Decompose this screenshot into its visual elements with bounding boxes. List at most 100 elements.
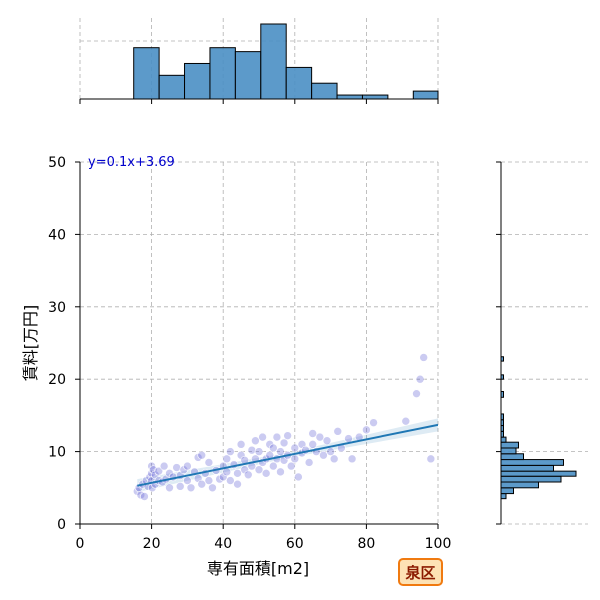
y-marginal-histogram xyxy=(496,161,588,525)
y-histogram-bar xyxy=(500,459,564,466)
scatter-point xyxy=(419,353,428,362)
scatter-point xyxy=(233,479,242,489)
scatter-point xyxy=(165,469,174,478)
scatter-point xyxy=(186,483,196,493)
x-tick-label: 40 xyxy=(214,536,232,552)
scatter-point xyxy=(415,374,425,384)
x-histogram-bar xyxy=(209,47,236,100)
scatter-point xyxy=(286,461,296,471)
scatter-point xyxy=(140,492,149,501)
x-tick-label: 100 xyxy=(425,536,452,552)
scatter-point xyxy=(172,463,181,472)
scatter-point xyxy=(204,476,214,485)
y-histogram-bar xyxy=(500,453,524,461)
scatter-point xyxy=(254,465,264,475)
scatter-point xyxy=(347,454,357,464)
scatter-point xyxy=(179,465,189,475)
scatter-point xyxy=(283,431,292,440)
y-tick-label: 40 xyxy=(48,227,66,243)
y-histogram-bar xyxy=(500,470,577,477)
scatter-point xyxy=(315,432,325,442)
scatter-point xyxy=(154,466,164,476)
scatter-point xyxy=(369,418,378,427)
x-histogram-bar xyxy=(133,47,160,100)
scatter-point xyxy=(218,472,228,482)
scatter-point xyxy=(197,450,207,460)
scatter-point xyxy=(261,469,271,478)
scatter-point xyxy=(197,479,207,489)
scatter-point xyxy=(276,467,285,477)
scatter-point xyxy=(240,465,249,475)
scatter-point xyxy=(426,454,436,464)
x-tick-label: 60 xyxy=(286,536,304,552)
scatter-point xyxy=(412,389,421,398)
scatter-point xyxy=(233,469,242,478)
scatter-point xyxy=(319,450,328,460)
scatter-point xyxy=(236,440,246,449)
x-histogram-bar xyxy=(234,51,262,100)
y-histogram-bar xyxy=(500,475,562,483)
scatter-point xyxy=(308,440,318,449)
scatter-point xyxy=(344,434,353,443)
scatter-point xyxy=(258,432,267,442)
scatter-point xyxy=(251,436,260,446)
regression-line xyxy=(137,423,438,487)
y-histogram-bar xyxy=(500,436,507,443)
y-tick-label: 0 xyxy=(57,517,66,533)
scatter-point xyxy=(290,454,300,464)
x-histogram-bar xyxy=(260,23,287,100)
y-histogram-bar xyxy=(500,487,514,495)
x-tick-label: 80 xyxy=(357,536,375,552)
scatter-point xyxy=(401,416,411,426)
y-histogram-bar xyxy=(500,481,539,489)
scatter-point xyxy=(294,472,303,482)
scatter-point xyxy=(333,427,343,436)
y-histogram-bar xyxy=(500,464,554,472)
scatter-point xyxy=(269,443,278,453)
scatter-point xyxy=(175,482,185,491)
x-histogram-bar xyxy=(311,82,338,100)
x-histogram-bar xyxy=(361,94,389,100)
scatter-point xyxy=(304,458,314,467)
x-tick-label: 0 xyxy=(76,536,85,552)
scatter-point xyxy=(247,445,257,455)
scatter-point xyxy=(183,461,192,471)
scatter-point xyxy=(254,447,264,456)
x-histogram-bar xyxy=(158,74,186,100)
x-histogram-bar xyxy=(412,90,439,100)
y-histogram-bar xyxy=(500,441,519,449)
scatter-point xyxy=(326,447,335,456)
scatter-point xyxy=(204,458,214,467)
scatter-point xyxy=(226,476,235,485)
x-histogram-bar xyxy=(285,66,313,100)
scatter-point xyxy=(272,432,282,442)
scatter-points xyxy=(132,353,436,501)
scatter-point xyxy=(183,476,192,485)
y-tick-label: 50 xyxy=(48,155,66,171)
district-badge-label: 泉区 xyxy=(404,564,435,582)
regression-line-group xyxy=(137,423,438,487)
scatter-point xyxy=(329,454,339,464)
x-marginal-histogram xyxy=(79,18,439,104)
x-tick-label: 20 xyxy=(143,536,161,552)
scatter-point xyxy=(322,436,332,446)
scatter-point xyxy=(243,470,253,480)
scatter-point xyxy=(276,447,285,456)
x-histogram-bar xyxy=(336,94,363,100)
x-histogram-bar xyxy=(184,62,211,100)
y-axis-label: 賃料[万円] xyxy=(21,305,40,382)
y-histogram-bar xyxy=(500,447,517,455)
scatter-point xyxy=(308,429,318,438)
scatter-point xyxy=(236,450,246,460)
y-histogram-bar xyxy=(500,493,507,500)
scatter-point xyxy=(226,447,235,456)
scatter-point xyxy=(290,443,300,453)
scatter-point xyxy=(159,461,169,471)
regression-equation: y=0.1x+3.69 xyxy=(88,155,175,170)
y-tick-label: 20 xyxy=(48,372,66,388)
x-axis-label: 専有面積[m2] xyxy=(207,559,309,578)
scatter-point xyxy=(265,440,275,449)
y-tick-label: 10 xyxy=(48,445,66,461)
scatter-point xyxy=(149,465,158,475)
